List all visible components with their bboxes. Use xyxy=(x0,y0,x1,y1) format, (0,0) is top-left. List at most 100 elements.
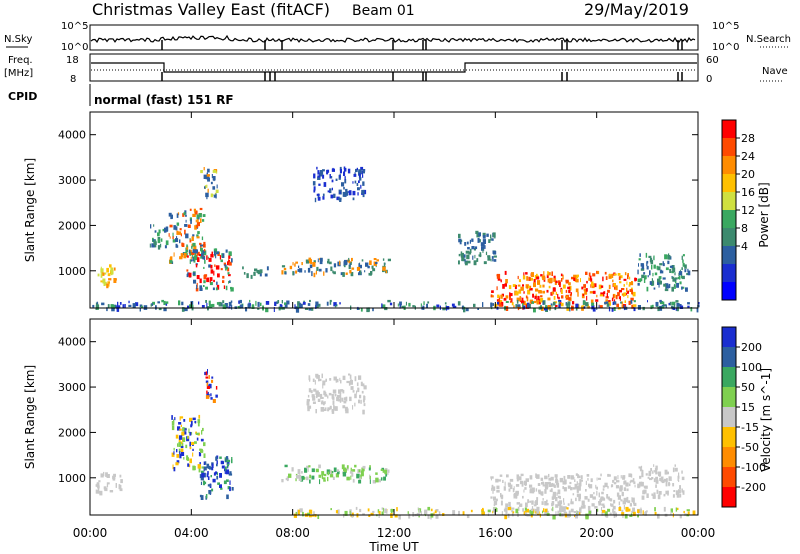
echo-cell xyxy=(503,486,506,491)
echo-cell xyxy=(358,169,362,175)
echo-cell xyxy=(311,271,313,277)
echo-cell xyxy=(542,290,545,294)
echo-cell xyxy=(313,186,316,191)
echo-cell xyxy=(307,394,310,398)
echo-cell xyxy=(530,508,534,512)
echo-patch xyxy=(200,167,219,200)
colorbar-tick-label: 50 xyxy=(741,381,755,394)
echo-cell xyxy=(189,417,193,422)
echo-cell xyxy=(338,197,342,201)
echo-cell xyxy=(329,405,332,410)
echo-cell xyxy=(599,294,604,297)
echo-cell xyxy=(609,498,613,502)
echo-cell xyxy=(641,274,645,279)
echo-cell xyxy=(225,469,230,475)
colorbar-tick-label: 8 xyxy=(741,222,748,235)
echo-cell xyxy=(563,502,565,505)
echo-cell xyxy=(350,378,352,384)
echo-cell xyxy=(342,272,345,277)
echo-cell xyxy=(197,217,199,223)
colorbar-segment xyxy=(722,327,736,348)
echo-cell xyxy=(157,301,160,304)
echo-cell xyxy=(500,300,503,304)
echo-cell xyxy=(329,378,332,381)
echo-cell xyxy=(205,371,208,376)
echo-cell xyxy=(681,488,683,493)
echo-cell xyxy=(207,188,209,193)
echo-cell xyxy=(192,256,195,262)
echo-cell xyxy=(551,501,555,506)
echo-cell xyxy=(323,271,325,276)
echo-patch xyxy=(149,224,169,250)
echo-cell xyxy=(217,482,220,485)
echo-cell xyxy=(613,499,616,504)
echo-cell xyxy=(171,415,173,420)
echo-cell xyxy=(343,263,346,268)
echo-cell xyxy=(254,268,258,272)
echo-cell xyxy=(193,255,197,261)
echo-cell xyxy=(176,230,179,235)
echo-cell xyxy=(620,499,623,502)
echo-cell xyxy=(357,187,360,191)
echo-cell xyxy=(360,307,363,312)
echo-cell xyxy=(106,307,108,312)
echo-cell xyxy=(574,483,578,489)
echo-cell xyxy=(664,478,667,482)
echo-cell xyxy=(358,263,360,268)
echo-cell xyxy=(99,490,103,496)
echo-cell xyxy=(100,473,104,478)
echo-cell xyxy=(322,380,326,386)
echo-cell xyxy=(493,259,497,262)
echo-cell xyxy=(192,272,196,276)
echo-cell xyxy=(452,305,457,309)
echo-cell xyxy=(306,465,309,469)
echo-cell xyxy=(308,257,312,261)
echo-cell xyxy=(545,485,549,490)
echo-cell xyxy=(354,464,357,468)
echo-cell xyxy=(343,166,346,170)
echo-cell xyxy=(507,513,510,518)
echo-cell xyxy=(281,265,286,268)
echo-cell xyxy=(644,512,647,516)
echo-cell xyxy=(207,392,209,397)
echo-cell xyxy=(524,512,527,516)
echo-cell xyxy=(339,175,341,178)
echo-cell xyxy=(182,427,185,432)
echo-cell xyxy=(528,285,531,289)
echo-cell xyxy=(213,472,216,476)
echo-cell xyxy=(308,388,312,393)
colorbar-tick-label: -200 xyxy=(741,481,766,494)
echo-cell xyxy=(341,397,344,402)
echo-cell xyxy=(593,492,595,495)
echo-cell xyxy=(183,253,187,256)
echo-cell xyxy=(315,390,319,395)
echo-cell xyxy=(509,292,511,297)
echo-cell xyxy=(487,255,491,258)
echo-cell xyxy=(623,504,625,510)
echo-cell xyxy=(359,508,362,513)
echo-cell xyxy=(631,304,634,309)
echo-cell xyxy=(665,267,669,271)
echo-cell xyxy=(623,307,625,311)
echo-cell xyxy=(372,480,376,484)
echo-cell xyxy=(442,307,446,311)
echo-cell xyxy=(534,508,537,514)
echo-cell xyxy=(356,167,358,171)
echo-cell xyxy=(480,242,484,247)
echo-patch xyxy=(490,270,637,311)
x-tick-label: 12:00 xyxy=(377,526,412,540)
echo-cell xyxy=(539,284,542,288)
echo-cell xyxy=(339,191,341,194)
echo-cell xyxy=(628,276,631,280)
echo-cell xyxy=(544,508,548,513)
echo-cell xyxy=(565,281,570,284)
echo-cell xyxy=(281,479,284,483)
echo-cell xyxy=(95,484,100,487)
echo-cell xyxy=(184,307,188,312)
echo-cell xyxy=(322,477,326,480)
echo-cell xyxy=(382,469,386,473)
echo-cell xyxy=(201,472,205,478)
echo-cell xyxy=(173,252,175,257)
echo-cell xyxy=(333,376,337,381)
